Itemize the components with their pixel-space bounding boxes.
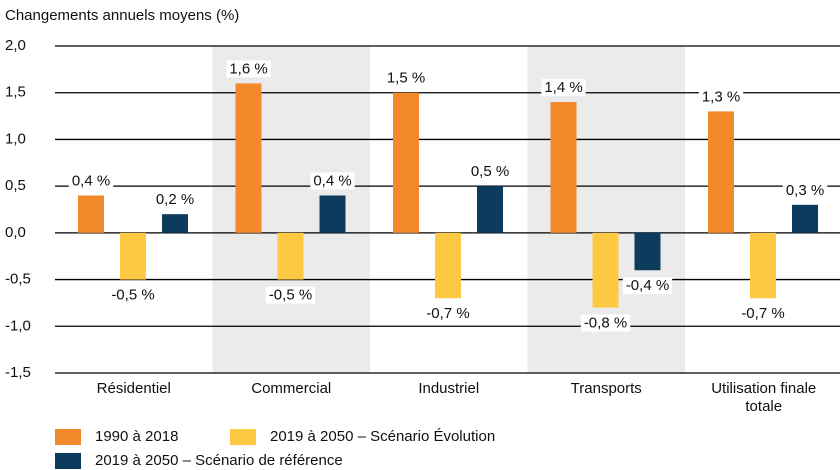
bar	[277, 232, 304, 280]
data-label: 1,4 %	[544, 79, 582, 96]
data-label-bg	[698, 88, 744, 106]
data-label-bg	[580, 314, 631, 332]
bar	[634, 232, 661, 271]
data-label-bg	[423, 305, 473, 323]
data-label-bg	[782, 181, 828, 199]
bar	[750, 232, 776, 299]
bar	[393, 92, 419, 233]
data-label-bg	[383, 69, 429, 87]
y-tick-label: 1,5	[5, 84, 26, 101]
y-tick-label: 0,5	[5, 177, 26, 194]
data-label-bg	[467, 163, 513, 181]
y-tick-label: 1,0	[5, 130, 26, 147]
x-tick-label: Commercial	[251, 380, 332, 397]
data-label: 0,2 %	[156, 191, 194, 208]
data-label-bg	[310, 172, 355, 190]
legend-label: 2019 à 2050 – Scénario Évolution	[270, 428, 495, 445]
bar	[162, 214, 188, 233]
y-tick-label: -1,5	[5, 364, 31, 381]
data-label: -0,7 %	[741, 305, 784, 322]
y-axis-label: Changements annuels moyens (%)	[5, 7, 239, 24]
data-label-bg	[622, 277, 673, 295]
x-tick-label: Industriel	[418, 380, 480, 397]
bar	[477, 186, 503, 233]
data-label: 1,3 %	[702, 88, 740, 105]
data-label: 0,3 %	[786, 182, 824, 199]
x-tick-label: Utilisation finale totale	[711, 380, 817, 415]
data-label-bg	[152, 191, 198, 209]
bar	[235, 83, 262, 233]
data-label: -0,7 %	[426, 305, 469, 322]
bar	[120, 232, 146, 280]
y-tick-label: -0,5	[5, 271, 31, 288]
data-label-bg	[108, 286, 158, 304]
bar	[78, 195, 104, 233]
legend-label: 1990 à 2018	[95, 428, 178, 445]
x-tick-label: Résidentiel	[96, 380, 171, 397]
data-labels: 0,4 % 1,6 % 1,5 % 1,4 % 1,3 % -0,5 % -0,5 % -0,…	[68, 60, 828, 332]
bar	[792, 204, 818, 233]
data-label-bg	[68, 172, 114, 190]
data-label: -0,5 %	[111, 287, 154, 304]
data-label-bg	[265, 286, 316, 304]
data-label: 0,4 %	[72, 172, 110, 189]
data-label-bg	[738, 305, 788, 323]
x-tick-label: Transports	[570, 380, 642, 397]
bar	[435, 232, 461, 299]
data-label: 0,5 %	[471, 163, 509, 180]
legend-swatch	[55, 453, 81, 469]
bar	[319, 195, 346, 233]
bars	[78, 83, 818, 308]
data-label-bg	[226, 60, 271, 78]
data-label: -0,5 %	[269, 287, 312, 304]
data-label: 1,6 %	[229, 60, 267, 77]
y-tick-label: 0,0	[5, 224, 26, 241]
bar	[708, 111, 734, 233]
legend-label: 2019 à 2050 – Scénario de référence	[95, 452, 343, 469]
data-label-bg	[541, 79, 586, 97]
y-tick-label: 2,0	[5, 37, 26, 54]
y-tick-label: -1,0	[5, 317, 31, 334]
bar	[550, 102, 577, 233]
bar	[592, 232, 619, 308]
data-label: 0,4 %	[313, 172, 351, 189]
data-label: 1,5 %	[387, 70, 425, 87]
legend-swatch	[55, 429, 81, 445]
data-label: -0,4 %	[626, 277, 669, 294]
legend-swatch	[230, 429, 256, 445]
data-label: -0,8 %	[584, 315, 627, 332]
